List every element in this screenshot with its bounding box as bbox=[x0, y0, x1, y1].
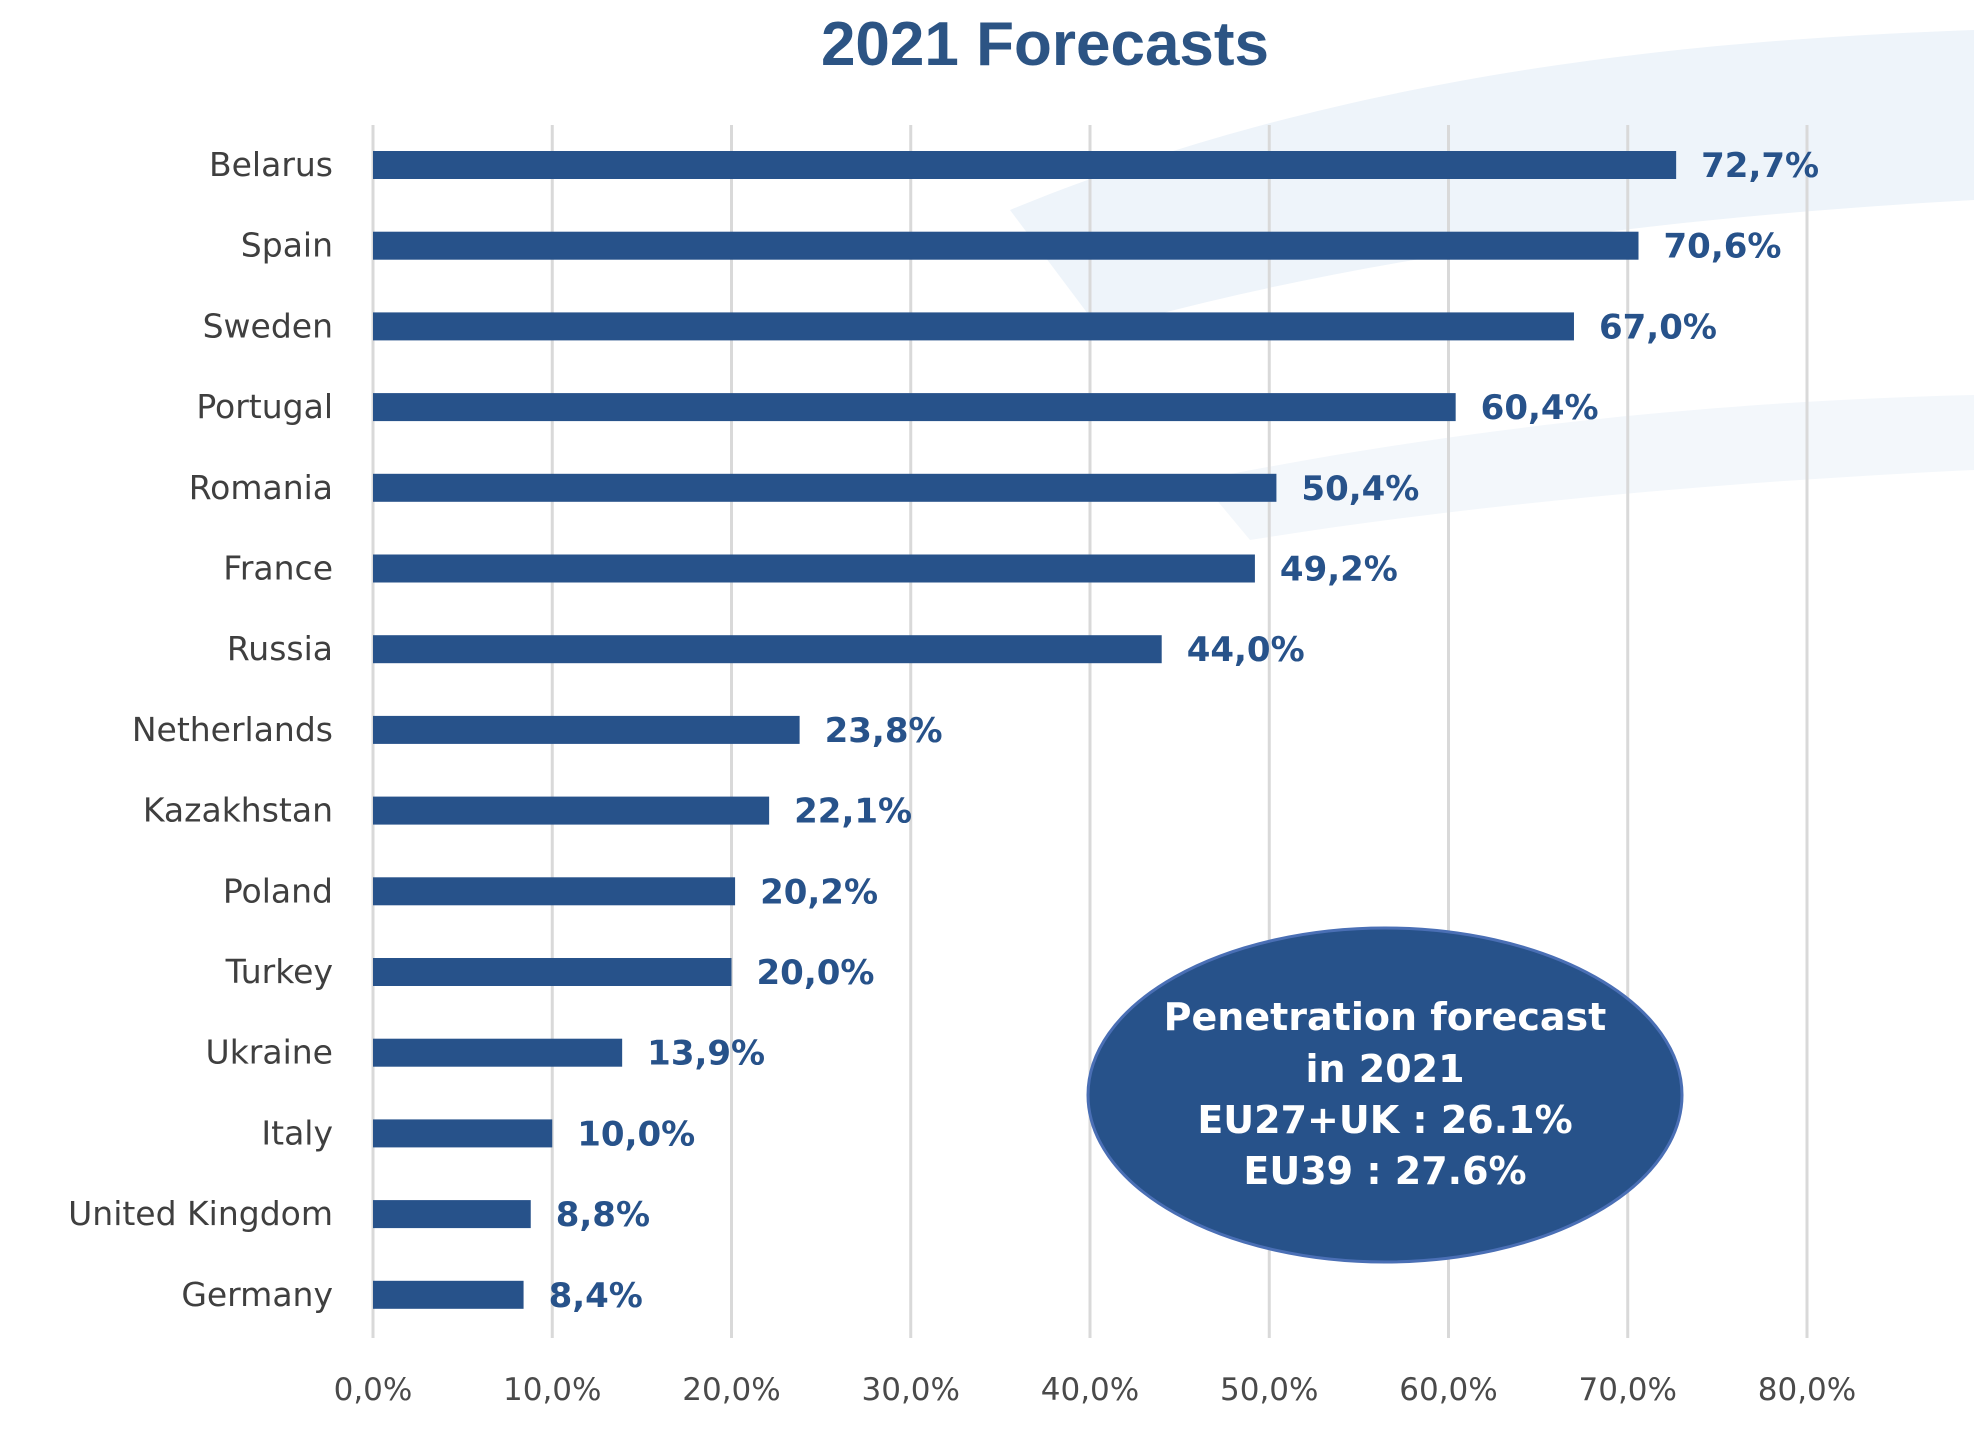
category-label-united-kingdom: United Kingdom bbox=[68, 1194, 333, 1233]
category-label-kazakhstan: Kazakhstan bbox=[143, 791, 333, 830]
x-tick-label-30: 30,0% bbox=[862, 1372, 960, 1408]
category-label-ukraine: Ukraine bbox=[206, 1033, 333, 1072]
background-swoosh-lower bbox=[1200, 395, 1974, 540]
value-label-france: 49,2% bbox=[1280, 550, 1398, 590]
bar-belarus bbox=[373, 151, 1677, 179]
callout-line-1: Penetration forecast bbox=[1164, 995, 1607, 1039]
value-label-portugal: 60,4% bbox=[1481, 388, 1599, 428]
value-label-russia: 44,0% bbox=[1187, 630, 1305, 670]
x-tick-label-0: 0,0% bbox=[334, 1372, 413, 1408]
x-tick-label-20: 20,0% bbox=[682, 1372, 780, 1408]
category-labels: Belarus Spain Sweden Portugal Romania France R… bbox=[68, 145, 333, 1314]
bar-spain bbox=[373, 231, 1639, 260]
bars bbox=[373, 151, 1677, 1309]
value-label-sweden: 67,0% bbox=[1599, 307, 1717, 347]
category-label-sweden: Sweden bbox=[203, 306, 333, 345]
bar-ukraine bbox=[373, 1038, 623, 1067]
value-label-germany: 8,4% bbox=[549, 1276, 643, 1316]
bar-netherlands bbox=[373, 715, 800, 744]
value-label-turkey: 20,0% bbox=[757, 953, 875, 993]
value-labels: 72,7% 70,6% 67,0% 60,4% 50,4% 49,2% 44,0% 23,8%… bbox=[549, 146, 1820, 1316]
bar-italy bbox=[373, 1119, 553, 1148]
category-label-spain: Spain bbox=[241, 226, 333, 265]
value-label-belarus: 72,7% bbox=[1701, 146, 1819, 186]
x-tick-label-10: 10,0% bbox=[503, 1372, 601, 1408]
bar-poland bbox=[373, 877, 736, 906]
value-label-united-kingdom: 8,8% bbox=[556, 1195, 650, 1235]
x-tick-label-50: 50,0% bbox=[1220, 1372, 1318, 1408]
bar-turkey bbox=[373, 958, 732, 986]
category-label-romania: Romania bbox=[189, 468, 333, 507]
category-label-france: France bbox=[223, 549, 333, 588]
value-label-romania: 50,4% bbox=[1301, 469, 1419, 509]
bar-russia bbox=[373, 635, 1162, 664]
bar-portugal bbox=[373, 393, 1456, 422]
value-label-italy: 10,0% bbox=[577, 1114, 695, 1154]
bar-sweden bbox=[373, 312, 1574, 341]
chart-title: 2021 Forecasts bbox=[821, 10, 1269, 79]
bar-romania bbox=[373, 473, 1277, 502]
bar-kazakhstan bbox=[373, 796, 770, 825]
value-label-netherlands: 23,8% bbox=[825, 711, 943, 751]
x-tick-label-60: 60,0% bbox=[1399, 1372, 1497, 1408]
x-axis-tick-labels: 0,0% 10,0% 20,0% 30,0% 40,0% 50,0% 60,0% 70,0% 8… bbox=[334, 1372, 1857, 1408]
bar-france bbox=[373, 554, 1255, 583]
value-label-ukraine: 13,9% bbox=[647, 1034, 765, 1074]
penetration-callout: Penetration forecast in 2021 EU27+UK : 2… bbox=[1086, 926, 1684, 1264]
bar-united-kingdom bbox=[373, 1200, 531, 1229]
category-label-germany: Germany bbox=[181, 1275, 333, 1314]
value-label-poland: 20,2% bbox=[760, 872, 878, 912]
bar-germany bbox=[373, 1280, 524, 1309]
callout-ellipse bbox=[1086, 926, 1684, 1264]
x-tick-label-80: 80,0% bbox=[1758, 1372, 1856, 1408]
category-label-belarus: Belarus bbox=[209, 145, 333, 184]
x-tick-label-40: 40,0% bbox=[1041, 1372, 1139, 1408]
category-label-russia: Russia bbox=[227, 629, 333, 668]
category-label-italy: Italy bbox=[261, 1113, 333, 1152]
category-label-portugal: Portugal bbox=[196, 387, 333, 426]
callout-line-2: in 2021 bbox=[1305, 1047, 1464, 1091]
callout-line-3: EU27+UK : 26.1% bbox=[1197, 1098, 1572, 1142]
category-label-netherlands: Netherlands bbox=[132, 710, 333, 749]
callout-line-4: EU39 : 27.6% bbox=[1243, 1149, 1526, 1193]
value-label-kazakhstan: 22,1% bbox=[794, 792, 912, 832]
category-label-turkey: Turkey bbox=[225, 952, 333, 991]
category-label-poland: Poland bbox=[223, 871, 333, 910]
value-label-spain: 70,6% bbox=[1664, 227, 1782, 267]
x-tick-label-70: 70,0% bbox=[1579, 1372, 1677, 1408]
